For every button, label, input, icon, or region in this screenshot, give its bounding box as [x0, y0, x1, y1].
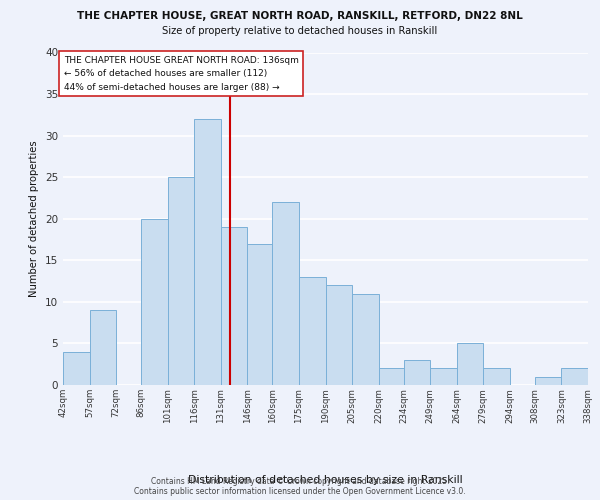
Bar	[430, 368, 457, 385]
Bar	[194, 119, 221, 385]
Bar	[299, 277, 326, 385]
Bar	[141, 219, 167, 385]
Text: Contains HM Land Registry data © Crown copyright and database right 2025.: Contains HM Land Registry data © Crown c…	[151, 477, 449, 486]
Bar	[457, 344, 484, 385]
Bar	[562, 368, 588, 385]
Y-axis label: Number of detached properties: Number of detached properties	[29, 140, 40, 297]
Bar	[325, 285, 352, 385]
Text: Contains public sector information licensed under the Open Government Licence v3: Contains public sector information licen…	[134, 487, 466, 496]
Bar	[352, 294, 379, 385]
Text: THE CHAPTER HOUSE GREAT NORTH ROAD: 136sqm
← 56% of detached houses are smaller : THE CHAPTER HOUSE GREAT NORTH ROAD: 136s…	[64, 56, 299, 92]
Bar	[484, 368, 510, 385]
Bar	[221, 227, 247, 385]
Text: THE CHAPTER HOUSE, GREAT NORTH ROAD, RANSKILL, RETFORD, DN22 8NL: THE CHAPTER HOUSE, GREAT NORTH ROAD, RAN…	[77, 11, 523, 21]
Bar	[247, 244, 272, 385]
Bar	[535, 376, 562, 385]
X-axis label: Distribution of detached houses by size in Ranskill: Distribution of detached houses by size …	[188, 476, 463, 486]
Bar	[89, 310, 116, 385]
Text: Size of property relative to detached houses in Ranskill: Size of property relative to detached ho…	[163, 26, 437, 36]
Bar	[404, 360, 430, 385]
Bar	[167, 177, 194, 385]
Bar	[272, 202, 299, 385]
Bar	[63, 352, 89, 385]
Bar	[379, 368, 404, 385]
